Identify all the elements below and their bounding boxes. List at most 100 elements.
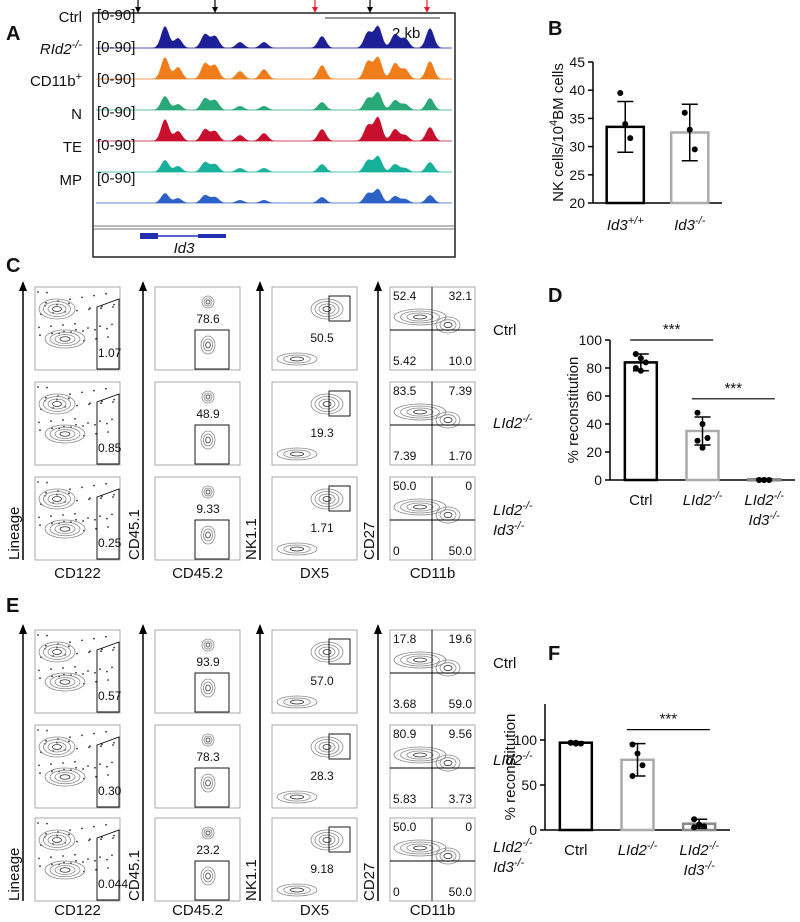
x-tick-label: Ctrl [564, 842, 587, 859]
plot-frame [389, 476, 476, 561]
event-dot [62, 855, 64, 857]
event-dot [46, 386, 48, 389]
contour [413, 314, 427, 320]
contour [443, 416, 453, 424]
event-dot [76, 840, 78, 843]
gate [194, 860, 230, 901]
gate-value: 1.07 [98, 346, 122, 360]
event-dot [68, 645, 70, 648]
gene-exon [198, 234, 226, 238]
gate [328, 485, 351, 512]
contour [283, 354, 311, 364]
event-dot [45, 491, 47, 494]
y-tick-label: 30 [569, 139, 585, 155]
y-axis-label: CD27 [361, 863, 378, 901]
event-dot [107, 526, 109, 528]
plot-frame [34, 286, 121, 371]
quadrant-value: 83.5 [393, 384, 417, 398]
event-dot [46, 822, 48, 825]
contour [314, 301, 340, 317]
event-dot [101, 305, 103, 308]
contour [47, 303, 67, 315]
event-dot [89, 307, 91, 310]
event-dot [94, 671, 96, 674]
gate [328, 733, 351, 760]
contour [59, 679, 71, 685]
y-tick-label: 20 [586, 444, 602, 460]
contour [52, 401, 62, 407]
contour [201, 826, 215, 840]
event-dot [38, 764, 40, 767]
contour [205, 531, 211, 539]
event-dot [74, 417, 76, 420]
x-tick-label-part: LId2 [683, 492, 713, 509]
event-dot [81, 296, 83, 299]
gate-value: 57.0 [310, 674, 334, 688]
event-dot [82, 673, 84, 675]
contour [289, 356, 305, 362]
contour [43, 644, 71, 660]
contour [59, 867, 71, 873]
plot-frame [34, 629, 121, 714]
contour [322, 496, 332, 502]
contour [47, 741, 67, 753]
contour [202, 528, 214, 542]
event-dot [88, 839, 90, 842]
contour [54, 429, 76, 439]
bar [669, 131, 710, 205]
event-dot [50, 325, 52, 328]
y-axis-label-part: 4 [548, 120, 560, 126]
contour [400, 500, 440, 514]
gate-value: 93.9 [196, 655, 220, 669]
event-dot [112, 306, 114, 308]
contour [201, 390, 215, 404]
x-tick-label: Id3-/- [684, 860, 716, 879]
x-tick-label-part: -/- [774, 490, 785, 502]
event-dot [69, 736, 71, 739]
event-dot [113, 493, 115, 496]
arrow-head [424, 7, 430, 13]
event-dot [75, 328, 77, 331]
contour [400, 405, 440, 419]
contour [276, 447, 318, 461]
row-label-part: -/- [514, 857, 525, 869]
x-axis-label: CD122 [54, 902, 101, 919]
contour [435, 847, 461, 865]
contour [203, 735, 213, 745]
y-axis-label: CD27 [361, 522, 378, 560]
contour [44, 519, 86, 539]
contour [413, 657, 427, 663]
quadrant-value: 59.0 [449, 697, 473, 711]
gate-value: 48.9 [196, 407, 220, 421]
contour [201, 485, 215, 499]
contour [413, 504, 427, 510]
row-label: LId2-/- [493, 500, 533, 519]
event-dot [111, 418, 113, 421]
contour [54, 865, 76, 875]
event-dot [76, 404, 78, 407]
plot-frame [154, 381, 241, 466]
row-label: LId2-/- [493, 413, 533, 432]
range-label: [0-90] [97, 39, 135, 56]
contour [310, 298, 344, 320]
contour [205, 341, 211, 349]
event-dot [69, 829, 71, 832]
event-dot [100, 497, 102, 500]
contour [310, 488, 344, 510]
quadrant-value: 3.68 [393, 697, 417, 711]
event-dot [51, 332, 53, 335]
x-tick-label-part: -/- [769, 510, 780, 522]
x-axis-label: DX5 [300, 565, 329, 582]
contour [435, 506, 461, 524]
contour [400, 748, 440, 762]
contour [59, 526, 71, 532]
quadrant-value: 17.8 [393, 632, 417, 646]
row-label: LId2-/- [493, 750, 533, 769]
contour [443, 664, 453, 672]
track-signal [96, 188, 452, 203]
gate-value: 9.18 [310, 862, 334, 876]
data-point [691, 824, 698, 831]
track-label-part: MP [60, 172, 83, 189]
event-dot [113, 646, 115, 649]
data-point [694, 437, 701, 444]
